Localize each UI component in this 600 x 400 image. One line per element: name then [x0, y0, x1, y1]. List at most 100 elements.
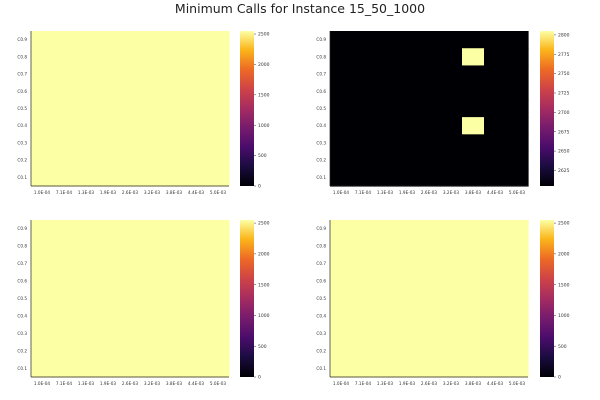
heatmap-cell: [163, 82, 186, 101]
heatmap-cell: [484, 342, 507, 361]
heatmap-cell: [462, 237, 485, 256]
heatmap-cell: [97, 168, 120, 187]
heatmap-cell: [31, 168, 54, 187]
heatmap-cell: [484, 134, 507, 153]
heatmap-cell: [141, 117, 164, 135]
y-tick-label: C0.2: [316, 158, 326, 163]
heatmap-cell: [119, 168, 142, 187]
heatmap-cell: [53, 254, 76, 273]
heatmap-cell: [440, 254, 463, 273]
y-tick-label: C0.3: [316, 140, 326, 145]
y-tick-label: C0.7: [316, 261, 326, 266]
heatmap-cell: [119, 48, 142, 67]
heatmap-cell: [207, 307, 230, 326]
heatmap-cell: [484, 324, 507, 343]
y-tick-label: C0.3: [17, 331, 27, 336]
heatmap-cell: [396, 307, 419, 326]
heatmap-cell: [141, 324, 164, 343]
heatmap-cell: [418, 31, 441, 49]
heatmap-cell: [352, 48, 375, 67]
heatmap-cell: [75, 168, 98, 187]
heatmap-cell: [97, 359, 120, 378]
heatmap-cell: [31, 220, 54, 239]
heatmap-cell: [141, 237, 164, 256]
heatmap-cell: [374, 254, 397, 273]
y-tick-label: C0.7: [316, 72, 326, 77]
heatmap-cell: [418, 342, 441, 361]
heatmap-cell: [31, 31, 54, 49]
heatmap-cell: [374, 117, 397, 135]
y-tick-label: C0.1: [17, 175, 27, 180]
colorbar: [240, 31, 254, 186]
heatmap-cell: [75, 99, 98, 118]
heatmap-cell: [330, 65, 353, 84]
heatmap-cell: [352, 254, 375, 273]
colorbar-tick-label: 2800: [558, 32, 570, 38]
colorbar-tick-label: 2650: [558, 149, 570, 155]
heatmap-cell: [141, 31, 164, 49]
heatmap-cell: [440, 65, 463, 84]
heatmap-cell: [418, 359, 441, 378]
heatmap-cell: [75, 272, 98, 291]
heatmap-cell: [462, 342, 485, 361]
heatmap-cell: [119, 237, 142, 256]
x-tick-label: 3.8E-03: [465, 190, 481, 195]
heatmap-cell: [484, 82, 507, 101]
heatmap-cell: [97, 307, 120, 326]
heatmap-cell: [352, 237, 375, 256]
heatmap-cell: [396, 151, 419, 170]
heatmap-cell: [185, 168, 208, 187]
y-tick-label: C0.9: [17, 226, 27, 231]
heatmap-cell: [484, 220, 507, 239]
heatmap-cell: [97, 324, 120, 343]
heatmap-cell: [462, 82, 485, 101]
heatmap-cell: [396, 31, 419, 49]
x-tick-label: 1.3E-03: [78, 381, 94, 386]
heatmap-cell: [119, 117, 142, 135]
x-tick-label: 3.2E-03: [443, 381, 459, 386]
heatmap-cell: [97, 65, 120, 84]
heatmap-cell: [440, 117, 463, 135]
heatmap-cell: [374, 237, 397, 256]
heatmap-cell: [119, 31, 142, 49]
colorbar-tick-label: 1500: [258, 282, 270, 288]
y-tick-label: C0.1: [17, 366, 27, 371]
y-tick-label: C0.3: [316, 331, 326, 336]
heatmap-panel-top-right: 1.0E-04 7.1E-04 1.3E-03 1.9E-03 2.6E-03 3.2E-…: [316, 31, 570, 195]
heatmap-cell: [53, 272, 76, 291]
chart-title: Minimum Calls for Instance 15_50_1000: [174, 1, 426, 16]
heatmap-cell: [330, 99, 353, 118]
heatmap-cell: [141, 272, 164, 291]
x-tick-label: 5.0E-03: [210, 190, 226, 195]
heatmap-cell: [53, 99, 76, 118]
x-tick-label: 1.3E-03: [377, 190, 393, 195]
heatmap-cell: [506, 254, 529, 273]
heatmap-cell: [506, 220, 529, 239]
heatmap-cell: [97, 220, 120, 239]
heatmap-cell: [506, 151, 529, 170]
y-tick-label: C0.4: [17, 123, 27, 128]
heatmap-cell: [396, 254, 419, 273]
heatmap-cell: [396, 65, 419, 84]
heatmap-cell: [440, 31, 463, 49]
heatmap-cell: [185, 324, 208, 343]
colorbar-tick-label: 2750: [558, 71, 570, 77]
heatmap-cell: [207, 254, 230, 273]
x-tick-label: 5.0E-03: [509, 190, 525, 195]
colorbar-tick-label: 500: [258, 153, 267, 159]
heatmap-cell: [53, 342, 76, 361]
heatmap-cell: [185, 117, 208, 135]
heatmap-cell: [484, 237, 507, 256]
heatmap-cell: [31, 99, 54, 118]
heatmap-cell: [484, 151, 507, 170]
y-tick-label: C0.4: [17, 313, 27, 318]
heatmap-cell: [330, 168, 353, 187]
colorbar-tick-label: 2000: [558, 251, 570, 257]
heatmap-cell: [163, 31, 186, 49]
y-tick-label: C0.8: [17, 54, 27, 59]
heatmap-cell: [141, 359, 164, 378]
heatmap-cell: [396, 99, 419, 118]
heatmap-cell: [75, 82, 98, 101]
heatmap-cell: [163, 307, 186, 326]
x-tick-label: 4.4E-03: [188, 190, 204, 195]
